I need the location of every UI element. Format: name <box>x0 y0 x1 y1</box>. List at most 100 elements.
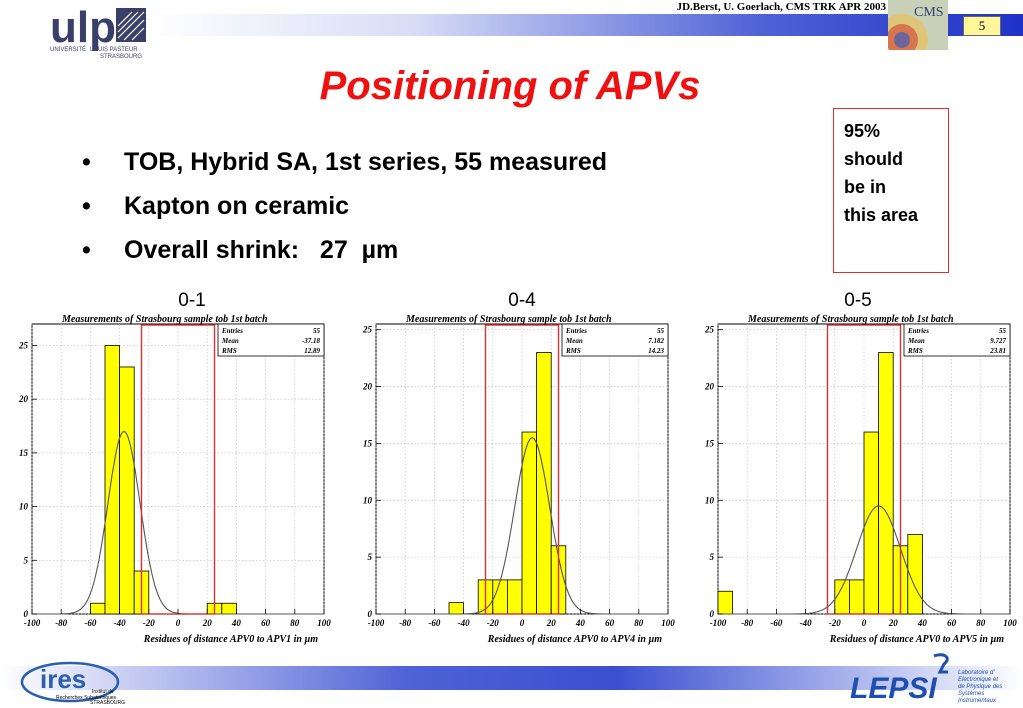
x-tick-label: -100 <box>24 618 41 628</box>
stats-label: Entries <box>221 327 243 335</box>
stats-value: 14.23 <box>648 347 664 355</box>
cms-logo-text: CMS <box>914 5 944 20</box>
note-line: should <box>844 149 903 169</box>
histogram-bar <box>521 431 538 615</box>
stats-label: RMS <box>565 347 581 355</box>
x-tick-label: 60 <box>947 618 957 628</box>
chart-title: Measurements of Strasbourg sample tob 1s… <box>61 314 268 325</box>
note-box: 95% should be in this area <box>833 108 949 273</box>
plot-label-0-4: 0-4 <box>508 290 536 311</box>
lepsi-logo-sub: Systèmes <box>958 691 984 697</box>
histogram-apv5: -100 -80 -60 -40 -20 0 20 40 60 80 100 0 5 10 15 20 25 Me… <box>704 314 1017 645</box>
histogram-bar <box>492 579 508 615</box>
x-tick-label: 20 <box>546 618 557 628</box>
stats-value: 55 <box>999 327 1007 335</box>
y-tick-label: 20 <box>704 382 715 392</box>
bullet-text: Kapton on ceramic <box>124 192 350 220</box>
fit-curve <box>376 437 668 615</box>
x-axis-label: Residues of distance APV0 to APV1 in µm <box>143 634 318 645</box>
x-tick-label: 0 <box>176 618 181 628</box>
histogram-bar <box>848 579 865 615</box>
y-tick-label: 10 <box>19 502 29 512</box>
bullet-dot-icon: • <box>82 236 91 264</box>
lepsi-logo-sub: Laboratoire d' <box>958 670 995 676</box>
bullet-text: Overall shrink: 27 µm <box>124 236 399 264</box>
x-tick-label: 60 <box>605 618 615 628</box>
stats-value: -37.18 <box>302 337 321 345</box>
stats-label: Mean <box>221 337 239 345</box>
x-tick-label: 80 <box>634 618 644 628</box>
ires-logo-sub: Recherches Subatomiques <box>56 695 117 701</box>
note-line: be in <box>844 177 887 197</box>
y-tick-label: 5 <box>368 552 373 562</box>
ires-logo: ires Institut de Recherches Subatomiques… <box>20 661 125 706</box>
bullet-dot-icon: • <box>82 148 91 176</box>
stats-label: RMS <box>221 347 237 355</box>
lepsi-logo-sub: Electronique et <box>958 677 998 683</box>
bullet-list: • TOB, Hybrid SA, 1st series, 55 measured… <box>82 140 607 272</box>
y-tick-label: 25 <box>362 325 373 335</box>
bullet-text: TOB, Hybrid SA, 1st series, 55 measured <box>124 148 608 176</box>
y-tick-label: 25 <box>18 340 29 350</box>
y-tick-label: 5 <box>710 552 715 562</box>
y-tick-label: 15 <box>19 448 29 458</box>
x-tick-label: -60 <box>428 618 440 628</box>
stats-value: 7.182 <box>648 337 664 345</box>
lepsi-logo-sub: Instrumentaux <box>958 698 997 704</box>
histogram-bar <box>878 352 894 615</box>
x-tick-label: 100 <box>1003 618 1017 628</box>
ires-logo-sub: STRASBOURG <box>90 700 125 706</box>
x-tick-label: 0 <box>520 618 525 628</box>
lepsi-logo-sub: de Physique des <box>958 684 1002 690</box>
lepsi-logo-text: LEPSI <box>850 672 937 705</box>
stats-label: Entries <box>907 327 929 335</box>
y-tick-label: 20 <box>362 382 373 392</box>
ires-logo-text: ires <box>40 664 86 694</box>
stats-label: Mean <box>907 337 925 345</box>
stats-value: 12.89 <box>304 347 320 355</box>
footer-bar <box>0 666 1023 690</box>
x-tick-label: 100 <box>317 618 331 628</box>
x-tick-label: 40 <box>917 618 928 628</box>
x-tick-label: 80 <box>290 618 300 628</box>
stats-value: 9.727 <box>990 337 1006 345</box>
x-axis-label: Residues of distance APV0 to APV5 in µm <box>829 634 1004 645</box>
x-tick-label: -80 <box>741 618 753 628</box>
x-tick-label: 40 <box>231 618 242 628</box>
ires-logo-sub: Institut de <box>92 689 114 695</box>
stats-label: Mean <box>565 337 583 345</box>
x-tick-label: -100 <box>710 618 727 628</box>
y-tick-label: 0 <box>368 609 373 619</box>
x-tick-label: -60 <box>84 618 96 628</box>
fit-curve <box>718 505 1010 615</box>
histogram-bar <box>536 352 552 615</box>
histogram-apv4: -100 -80 -60 -40 -20 0 20 40 60 80 100 0 5 10 15 20 25 Me… <box>362 314 675 645</box>
x-tick-label: 0 <box>862 618 867 628</box>
page-number: 5 <box>963 16 1001 36</box>
histogram-apv1: -100 -80 -60 -40 -20 0 20 40 60 80 100 0 5 10 15 20 25 Me… <box>18 314 331 645</box>
histogram-bar <box>448 602 464 615</box>
histogram-bar <box>119 366 135 615</box>
x-tick-label: 20 <box>202 618 213 628</box>
y-tick-label: 10 <box>363 495 373 505</box>
stats-value: 23.81 <box>989 347 1006 355</box>
x-tick-label: 20 <box>888 618 899 628</box>
histogram-bar <box>90 602 106 615</box>
stats-value: 55 <box>313 327 321 335</box>
chart-title: Measurements of Strasbourg sample tob 1s… <box>747 314 954 325</box>
cms-logo: CMS <box>888 0 948 50</box>
histogram-bar <box>717 590 734 615</box>
bullet-item: • TOB, Hybrid SA, 1st series, 55 measured <box>82 140 607 184</box>
y-tick-label: 15 <box>363 438 373 448</box>
bullet-dot-icon: • <box>82 192 91 220</box>
histogram-bar <box>104 345 120 615</box>
histogram-bar <box>221 602 237 615</box>
note-line: this area <box>844 205 919 225</box>
x-tick-label: 60 <box>261 618 271 628</box>
y-tick-label: 0 <box>24 609 29 619</box>
bullet-item: • Kapton on ceramic <box>82 184 607 228</box>
note-line: 95% <box>844 121 881 141</box>
x-tick-label: -20 <box>487 618 499 628</box>
lepsi-logo: LEPSI Laboratoire d' Electronique et de … <box>850 653 1002 705</box>
x-tick-label: -40 <box>800 618 812 628</box>
